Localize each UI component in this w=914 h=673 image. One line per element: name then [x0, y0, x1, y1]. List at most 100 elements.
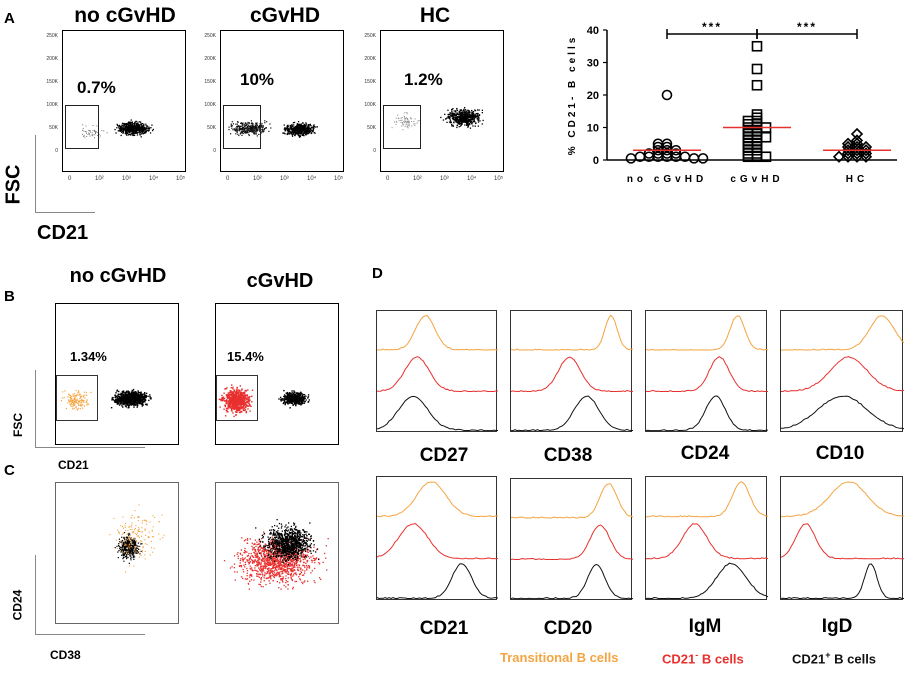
event-dot: [467, 126, 469, 128]
data-point: [760, 151, 772, 163]
event-dot: [138, 527, 140, 529]
event-dot: [140, 121, 142, 123]
event-dot: [471, 119, 473, 121]
event-dot: [308, 129, 311, 131]
event-dot: [75, 406, 77, 409]
event-dot: [120, 402, 122, 405]
event-dot: [127, 546, 129, 548]
event-dot: [408, 121, 410, 123]
data-point: [850, 127, 864, 141]
event-dot: [251, 122, 253, 124]
event-dot: [147, 536, 149, 538]
event-dot: [139, 541, 141, 543]
event-dot: [405, 120, 407, 122]
event-dot: [85, 125, 87, 127]
event-dot: [131, 122, 133, 124]
event-dot: [231, 384, 233, 386]
event-dot: [123, 543, 125, 545]
event-dot: [453, 116, 455, 119]
event-dot: [147, 129, 149, 132]
event-dot: [459, 110, 461, 112]
event-dot: [231, 121, 233, 123]
event-dot: [245, 124, 247, 126]
event-dot: [249, 129, 251, 131]
event-dot: [134, 401, 136, 404]
event-dot: [304, 572, 306, 574]
flow-b-title-1: no cGvHD: [69, 265, 167, 287]
event-dot: [236, 397, 238, 400]
event-dot: [247, 125, 249, 127]
event-dot: [298, 135, 300, 137]
event-dot: [241, 407, 243, 409]
event-dot: [124, 549, 126, 551]
event-dot: [74, 398, 76, 401]
event-dot: [236, 387, 238, 389]
event-dot: [118, 543, 120, 545]
event-dot: [474, 118, 476, 120]
event-dot: [92, 125, 94, 126]
event-dot: [125, 542, 127, 544]
event-dot: [80, 399, 82, 402]
event-dot: [85, 401, 87, 403]
event-dot: [239, 127, 241, 129]
event-dot: [148, 127, 150, 129]
event-dot: [400, 119, 402, 121]
event-dot: [260, 131, 262, 133]
event-dot: [305, 124, 307, 126]
event-dot: [471, 113, 474, 115]
event-dot: [236, 407, 239, 410]
event-dot: [116, 389, 119, 391]
event-dot: [133, 133, 135, 135]
event-dot: [235, 391, 238, 393]
event-dot: [84, 405, 86, 407]
event-dot: [248, 125, 250, 127]
event-dot: [116, 124, 119, 127]
event-dot: [146, 543, 148, 545]
event-dot: [287, 396, 289, 398]
event-dot: [72, 406, 74, 408]
data-point: [859, 150, 873, 163]
event-dot: [307, 401, 309, 403]
event-dot: [126, 538, 128, 540]
event-dot: [125, 406, 127, 408]
event-dot: [115, 395, 118, 397]
flow-a-x-tick: 10⁴: [467, 176, 477, 182]
event-dot: [474, 114, 476, 116]
event-dot: [116, 547, 118, 549]
event-dot: [257, 575, 259, 577]
event-dot: [122, 394, 124, 396]
event-dot: [258, 127, 260, 129]
event-dot: [274, 568, 276, 570]
event-dot: [123, 395, 125, 397]
event-dot: [236, 409, 238, 412]
event-dot: [148, 129, 150, 131]
event-dot: [239, 125, 242, 127]
event-dot: [128, 127, 130, 129]
flow-a-y-label: FSC: [2, 164, 25, 205]
event-dot: [249, 405, 251, 407]
event-dot: [456, 119, 458, 122]
event-dot: [463, 119, 465, 121]
event-dot: [311, 132, 313, 134]
event-dot: [119, 397, 122, 399]
event-dot: [301, 555, 303, 557]
event-dot: [130, 547, 132, 549]
event-dot: [130, 130, 132, 132]
event-dot: [239, 396, 241, 398]
event-dot: [295, 402, 297, 404]
event-dot: [141, 127, 143, 129]
event-dot: [236, 126, 238, 128]
event-dot: [294, 132, 296, 134]
event-dot: [244, 408, 247, 411]
event-dot: [307, 394, 310, 396]
event-dot: [126, 129, 129, 131]
event-dot: [234, 400, 236, 402]
event-dot: [137, 125, 139, 127]
event-dot: [294, 400, 296, 403]
event-dot: [247, 127, 249, 129]
event-dot: [447, 115, 449, 118]
event-dot: [298, 566, 300, 568]
flow-a-y-tick: 50K: [207, 125, 216, 131]
event-dot: [244, 404, 246, 406]
event-dot: [131, 541, 133, 543]
